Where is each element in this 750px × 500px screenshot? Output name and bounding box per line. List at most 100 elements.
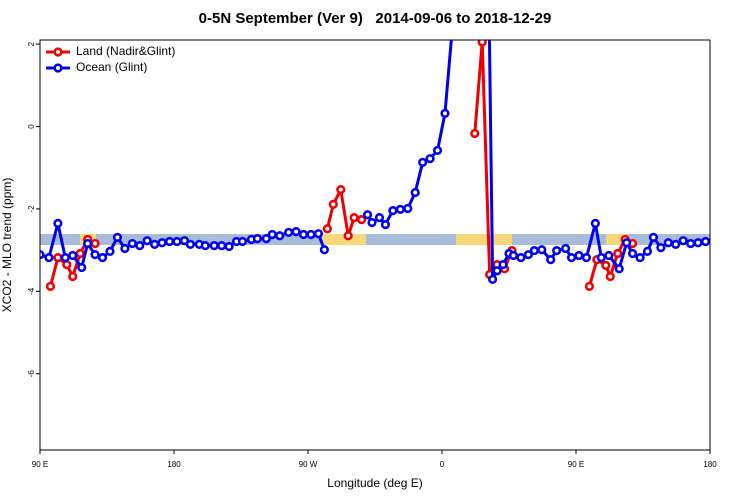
data-point <box>306 229 316 240</box>
data-point <box>343 231 353 241</box>
data-point <box>60 252 70 263</box>
data-point <box>627 248 638 259</box>
data-point <box>313 229 324 239</box>
data-point <box>275 231 285 241</box>
legend-label: Ocean (Glint) <box>76 60 147 74</box>
data-point <box>604 250 614 261</box>
x-tick-label: 180 <box>703 460 717 469</box>
data-point <box>142 236 152 246</box>
x-tick-label: 90 E <box>568 460 584 469</box>
data-point <box>498 259 508 270</box>
data-point <box>581 252 592 263</box>
plot-frame <box>39 39 711 451</box>
data-point <box>523 250 533 260</box>
data-point <box>298 229 309 240</box>
data-point <box>164 236 175 247</box>
data-point <box>380 220 391 230</box>
data-point <box>470 128 480 139</box>
data-point <box>53 218 63 228</box>
land-band <box>322 234 366 245</box>
y-tick-label: 0 <box>27 124 36 129</box>
data-point <box>217 241 227 251</box>
data-point <box>432 145 443 156</box>
land-band <box>456 234 512 245</box>
data-point <box>403 203 413 214</box>
data-point <box>367 217 377 228</box>
data-point <box>105 246 115 256</box>
data-point <box>613 248 623 259</box>
data-point <box>328 199 338 210</box>
data-point <box>560 243 571 254</box>
legend-marker <box>53 47 63 57</box>
data-point <box>44 252 54 263</box>
data-point <box>112 232 123 242</box>
data-point <box>388 205 398 216</box>
data-point <box>120 243 130 254</box>
data-point <box>284 227 294 238</box>
data-point <box>529 245 539 256</box>
data-point <box>319 245 329 255</box>
y-tick-label: -2 <box>27 205 36 213</box>
data-point <box>291 227 301 237</box>
data-point <box>252 234 262 244</box>
data-point <box>77 262 87 273</box>
data-point <box>83 238 93 249</box>
data-point <box>357 215 367 225</box>
y-tick-label: -4 <box>27 287 36 295</box>
data-point <box>477 40 487 47</box>
data-point <box>537 245 547 255</box>
data-point <box>53 252 63 263</box>
data-point <box>200 241 210 251</box>
data-point <box>418 157 428 167</box>
data-point <box>410 187 420 198</box>
data-point <box>663 238 673 248</box>
data-point <box>574 250 584 261</box>
data-point <box>68 250 78 261</box>
data-point <box>68 271 78 282</box>
y-axis-label: XCO2 - MLO trend (ppm) <box>0 178 14 313</box>
plot-area <box>40 40 710 292</box>
data-point <box>209 241 219 251</box>
data-point <box>97 252 108 263</box>
data-point <box>566 252 577 263</box>
data-point <box>62 259 72 270</box>
data-point <box>686 238 696 249</box>
data-point <box>127 238 137 249</box>
x-tick-label: 90 W <box>299 460 318 469</box>
data-point <box>135 241 145 251</box>
data-point <box>601 260 611 270</box>
x-tick-label: 180 <box>167 460 181 469</box>
data-point <box>45 281 56 292</box>
data-point <box>656 243 666 253</box>
data-point <box>75 248 85 259</box>
data-point <box>349 212 359 223</box>
land-band <box>606 234 626 245</box>
y-tick-label: 2 <box>27 41 36 46</box>
data-point <box>552 245 562 256</box>
data-point <box>261 234 271 244</box>
y-tick-label: -6 <box>27 370 36 378</box>
data-point <box>584 281 595 292</box>
data-point <box>90 238 100 249</box>
data-point <box>336 184 346 195</box>
x-axis-label: Longitude (deg E) <box>327 476 422 490</box>
data-point <box>440 108 450 118</box>
data-point <box>172 236 182 247</box>
data-point <box>546 255 556 265</box>
data-point <box>488 274 498 285</box>
data-point <box>642 246 653 256</box>
x-tick-label: 90 E <box>32 460 48 469</box>
data-point <box>224 241 234 252</box>
data-point <box>374 212 385 223</box>
data-point <box>237 236 248 247</box>
data-point <box>150 239 160 249</box>
legend-label: Land (Nadir&Glint) <box>76 44 175 58</box>
data-point <box>671 239 681 249</box>
chart-title: 0-5N September (Ver 9) 2014-09-06 to 201… <box>199 10 552 27</box>
data-point <box>635 252 645 263</box>
data-point <box>700 236 710 247</box>
data-point <box>693 238 703 248</box>
data-point <box>267 229 277 240</box>
data-point <box>157 238 167 248</box>
